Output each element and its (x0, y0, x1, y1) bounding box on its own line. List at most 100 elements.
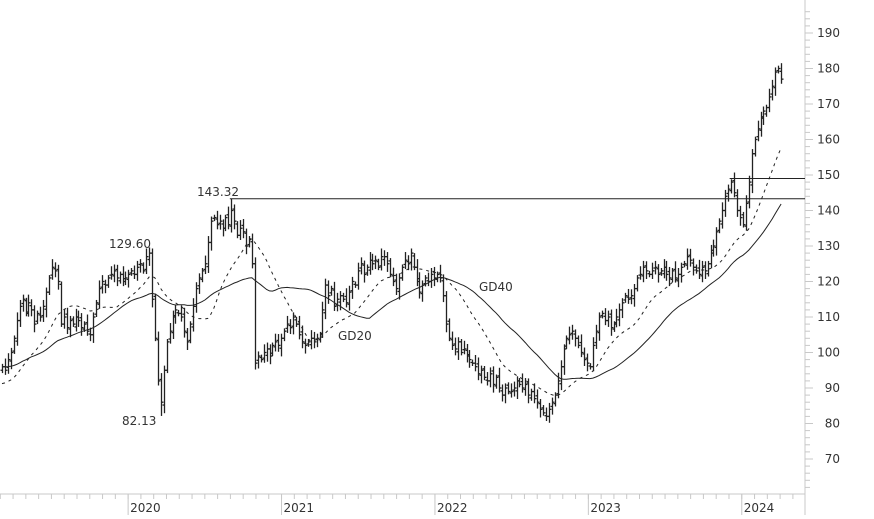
price-bar (97, 280, 102, 309)
price-bar (135, 260, 140, 281)
price-bar (738, 205, 743, 226)
price-bar (491, 366, 496, 393)
price-bar (435, 271, 440, 283)
price-bar (132, 265, 137, 280)
price-bar (68, 315, 73, 338)
price-bar (123, 271, 128, 286)
price-bar (315, 333, 320, 348)
price-bar (779, 63, 784, 84)
annotation-high-143: 143.32 (197, 185, 239, 199)
price-bar (532, 383, 537, 404)
price-bar (485, 372, 490, 386)
price-bar (459, 339, 464, 356)
price-bar (670, 268, 675, 283)
price-bar (682, 260, 687, 268)
price-bar (144, 248, 149, 275)
price-bar (494, 374, 499, 389)
price-bar (159, 373, 164, 416)
price-bar (82, 321, 87, 332)
price-bar (482, 365, 487, 381)
price-bar (597, 312, 602, 341)
price-bar (29, 299, 34, 317)
price-bar (365, 264, 370, 276)
price-bar (641, 260, 646, 283)
price-bar (85, 314, 90, 336)
price-bar (153, 293, 158, 342)
price-bar (756, 120, 761, 142)
price-bar (591, 337, 596, 372)
price-bar (129, 268, 134, 276)
x-tick-label: 2020 (130, 501, 161, 515)
price-bar (291, 312, 296, 335)
price-bar (71, 316, 76, 327)
price-bar (564, 335, 569, 349)
price-bar (512, 381, 517, 397)
price-bar (91, 312, 96, 343)
price-bar (138, 259, 143, 273)
price-bar (432, 266, 437, 287)
price-bar (244, 228, 249, 255)
moving-averages (1, 147, 782, 397)
price-bar (503, 383, 508, 404)
price-bar (526, 378, 531, 404)
y-tick-label: 160 (817, 133, 840, 147)
price-bar (262, 344, 267, 363)
y-ticks: 70 80 90 100 110 120 130 140 150 160 170 180 190 (805, 11, 840, 488)
price-bar (182, 307, 187, 338)
price-bar (238, 220, 243, 240)
price-bar (653, 260, 658, 275)
price-bar (544, 407, 549, 422)
price-bar (329, 285, 334, 296)
price-bar (488, 367, 493, 388)
price-bar (294, 317, 299, 327)
price-bar (579, 334, 584, 358)
price-bar (303, 338, 308, 354)
price-bar (476, 357, 481, 381)
price-bar (282, 328, 287, 342)
price-bar (694, 264, 699, 274)
price-bar (3, 358, 8, 375)
price-bar (300, 325, 305, 349)
y-tick-label: 70 (825, 452, 840, 466)
price-bar (56, 264, 61, 290)
price-bar (141, 262, 146, 274)
price-bar (697, 259, 702, 280)
price-bar (609, 309, 614, 336)
price-bar (744, 195, 749, 231)
price-bar (15, 312, 20, 346)
price-bar (753, 136, 758, 157)
price-bar (467, 350, 472, 368)
y-tick-label: 100 (817, 346, 840, 360)
series-label-gd20: GD20 (338, 329, 372, 343)
price-bar (644, 261, 649, 280)
price-bar (509, 383, 514, 398)
price-bar (6, 353, 11, 374)
price-bar (276, 334, 281, 352)
price-bar (79, 313, 84, 336)
ma-line-gd40 (1, 203, 782, 380)
price-bar (309, 330, 314, 350)
series-label-gd40: GD40 (479, 280, 513, 294)
price-bar (344, 288, 349, 308)
price-bar (226, 206, 231, 230)
price-bar (732, 172, 737, 198)
price-bar (150, 248, 155, 308)
price-bar (215, 210, 220, 230)
price-bar (523, 378, 528, 396)
price-bar (247, 236, 252, 248)
annotation-high-2020: 129.60 (109, 237, 151, 251)
price-bar (197, 273, 202, 294)
price-bar (65, 307, 70, 335)
price-bar (218, 214, 223, 230)
price-bar (94, 299, 99, 317)
price-bar (341, 292, 346, 303)
price-bar (394, 273, 399, 295)
price-bar (285, 315, 290, 333)
price-bar (162, 365, 167, 414)
price-bar (229, 198, 234, 233)
price-bar (538, 399, 543, 418)
price-bar (403, 252, 408, 270)
price-bar (423, 275, 428, 287)
price-bar (714, 227, 719, 256)
price-bar (703, 261, 708, 280)
